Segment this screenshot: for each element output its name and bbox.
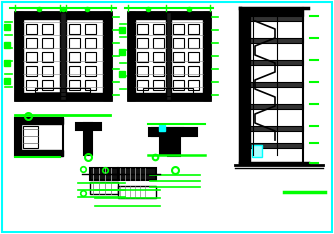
Bar [188,24,199,34]
Bar [173,80,184,90]
Bar [128,12,210,19]
Bar [103,12,111,100]
Bar [153,38,164,48]
Bar [15,93,111,100]
Bar [128,93,210,100]
Bar [26,80,37,90]
Bar [152,128,197,136]
Bar [69,66,80,76]
Bar [137,52,148,62]
Bar [240,8,303,16]
Bar [15,118,21,156]
Bar [85,66,96,76]
Bar [76,123,101,130]
Bar [85,80,96,90]
Bar [15,118,63,156]
Bar [42,66,53,76]
Bar [15,12,23,100]
Bar [173,66,184,76]
Bar [250,16,303,21]
Bar [188,80,199,90]
Bar [250,82,303,87]
Bar [250,38,303,43]
Bar [137,66,148,76]
Bar [137,24,148,34]
Bar [173,52,184,62]
Bar [15,12,111,100]
Bar [173,38,184,48]
Bar [143,88,193,96]
Bar [188,52,199,62]
Bar [153,52,164,62]
Bar [42,52,53,62]
Bar [137,38,148,48]
Bar [166,12,171,100]
Bar [90,168,118,180]
Bar [42,24,53,34]
Bar [26,66,37,76]
Bar [15,150,63,156]
Bar [149,128,183,136]
Bar [15,118,63,124]
Bar [188,66,199,76]
Bar [69,24,80,34]
Bar [153,66,164,76]
Bar [173,24,184,34]
Bar [160,136,172,154]
Bar [23,126,38,148]
Bar [69,38,80,48]
Bar [84,123,92,155]
Bar [250,126,303,131]
Bar [128,12,135,100]
Bar [60,12,66,100]
Bar [118,168,156,180]
Bar [137,80,148,90]
Bar [69,80,80,90]
Bar [240,8,250,163]
Bar [188,38,199,48]
Bar [35,88,90,96]
Bar [85,38,96,48]
Bar [153,80,164,90]
Bar [168,136,180,156]
Bar [252,145,262,157]
Bar [203,12,210,100]
Bar [128,12,210,100]
Bar [26,52,37,62]
Bar [250,104,303,109]
Bar [90,182,118,194]
Bar [153,24,164,34]
Bar [42,38,53,48]
Bar [26,24,37,34]
Bar [118,186,156,198]
Bar [15,12,111,19]
Bar [250,143,303,148]
Bar [250,60,303,65]
Bar [42,80,53,90]
Bar [85,24,96,34]
Bar [26,38,37,48]
Bar [85,52,96,62]
Bar [69,52,80,62]
